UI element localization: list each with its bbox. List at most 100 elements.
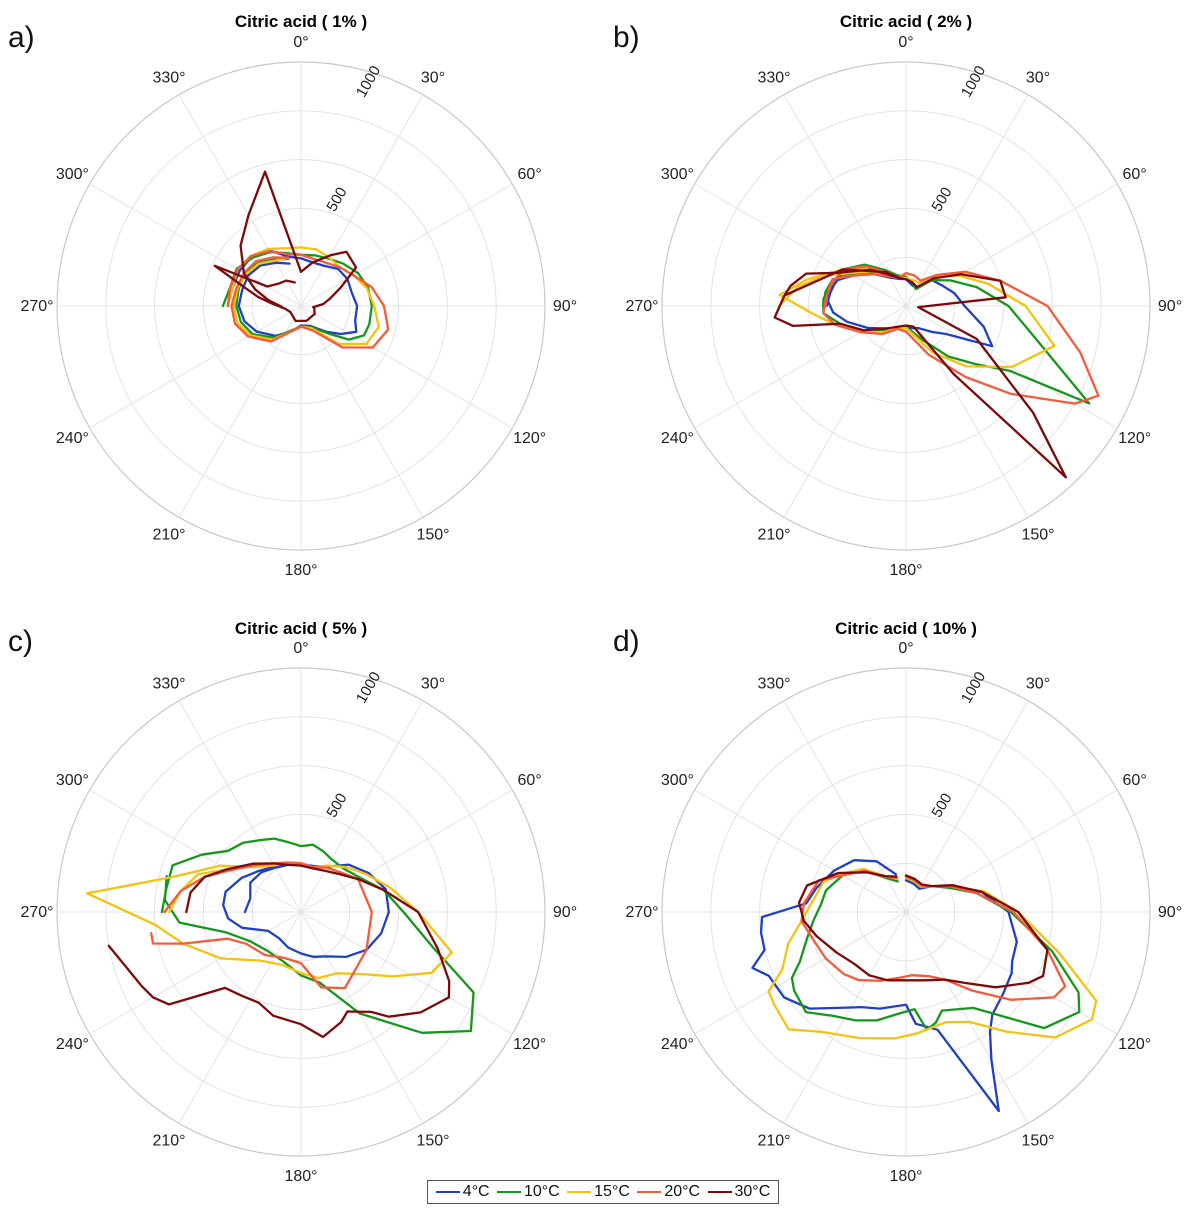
- angle-tick-label: 270°: [20, 904, 53, 921]
- polar-panel: 0° 30° 60° 90° 120° 150° 180° 210° 240° 270° 300° 3…: [613, 619, 1182, 1185]
- legend-label: 10°C: [523, 1183, 560, 1200]
- legend-swatch: [637, 1191, 662, 1193]
- angle-tick-label: 240°: [661, 430, 694, 447]
- angle-tick-label: 30°: [1026, 69, 1050, 86]
- legend-label: 30°C: [734, 1183, 771, 1200]
- legend-item: 15°C: [567, 1183, 630, 1201]
- grid-spoke: [694, 789, 907, 913]
- angle-tick-label: 180°: [284, 562, 317, 579]
- angle-tick-label: 330°: [757, 69, 790, 86]
- grid-spoke: [300, 183, 513, 307]
- angle-tick-label: 120°: [1118, 430, 1151, 447]
- panel-letter: d): [613, 625, 640, 658]
- legend: 4°C 10°C 15°C 20°C 30°C: [427, 1180, 779, 1204]
- angle-tick-label: 30°: [1026, 675, 1050, 692]
- grid-spoke: [89, 305, 302, 429]
- radial-tick-label: 500: [323, 184, 350, 214]
- angle-tick-label: 300°: [56, 166, 89, 183]
- angle-tick-label: 240°: [56, 430, 89, 447]
- angle-tick-label: 30°: [421, 69, 445, 86]
- series-line: [822, 265, 1100, 405]
- angle-tick-label: 0°: [293, 640, 308, 657]
- series-line: [85, 861, 453, 980]
- grid-spoke: [89, 183, 302, 307]
- angle-tick-label: 60°: [518, 166, 542, 183]
- angle-tick-label: 240°: [661, 1036, 694, 1053]
- angle-tick-label: 90°: [553, 298, 577, 315]
- angle-tick-label: 180°: [889, 562, 922, 579]
- angle-tick-label: 90°: [553, 904, 577, 921]
- polar-panel: 0° 30° 60° 90° 120° 150° 180° 210° 240° 270° 300° 3…: [8, 12, 577, 579]
- polar-panel: 0° 30° 60° 90° 120° 150° 180° 210° 240° 270° 300° 3…: [8, 619, 577, 1185]
- panel-title: Citric acid ( 1% ): [235, 12, 367, 31]
- angle-tick-label: 150°: [416, 527, 449, 544]
- radial-tick-label: 500: [928, 790, 955, 820]
- angle-tick-label: 120°: [513, 430, 546, 447]
- grid-spoke: [178, 94, 302, 307]
- angle-tick-label: 300°: [56, 772, 89, 789]
- angle-tick-label: 330°: [152, 675, 185, 692]
- grid-spoke: [694, 911, 907, 1035]
- grid-spoke: [300, 94, 424, 307]
- panel-letter: c): [8, 625, 33, 658]
- panel-title: Citric acid ( 10% ): [835, 619, 977, 638]
- series-line: [797, 871, 1049, 989]
- angle-tick-label: 150°: [416, 1133, 449, 1150]
- angle-tick-label: 150°: [1021, 1133, 1054, 1150]
- angle-tick-label: 60°: [1123, 166, 1147, 183]
- grid-spoke: [300, 789, 513, 913]
- radial-tick-label: 500: [928, 184, 955, 214]
- angle-tick-label: 300°: [661, 772, 694, 789]
- angle-tick-label: 210°: [757, 527, 790, 544]
- angle-tick-label: 270°: [20, 298, 53, 315]
- grid-spoke: [694, 305, 907, 429]
- grid-spoke: [694, 183, 907, 307]
- series-line: [226, 246, 380, 346]
- angle-tick-label: 120°: [1118, 1036, 1151, 1053]
- angle-tick-label: 60°: [518, 772, 542, 789]
- angle-tick-label: 180°: [889, 1168, 922, 1185]
- panel-letter: a): [8, 21, 35, 54]
- grid-spoke: [300, 305, 513, 429]
- grid-spoke: [178, 700, 302, 913]
- legend-swatch: [567, 1191, 592, 1193]
- legend-item: 10°C: [496, 1183, 560, 1201]
- grid-spoke: [300, 700, 424, 913]
- legend-swatch: [707, 1191, 732, 1193]
- angle-tick-label: 270°: [625, 298, 658, 315]
- grid-spoke: [89, 911, 302, 1035]
- series-line: [800, 869, 1067, 1001]
- angle-tick-label: 330°: [757, 675, 790, 692]
- legend-label: 15°C: [594, 1183, 630, 1200]
- grid-spoke: [905, 789, 1118, 913]
- angle-tick-label: 90°: [1158, 904, 1182, 921]
- angle-tick-label: 300°: [661, 166, 694, 183]
- grid-spoke: [905, 700, 1029, 913]
- grid-spoke: [178, 305, 302, 518]
- legend-item: 20°C: [637, 1183, 700, 1201]
- grid-spoke: [89, 789, 302, 913]
- grid-spoke: [783, 700, 907, 913]
- angle-tick-label: 0°: [898, 640, 913, 657]
- grid-spoke: [905, 911, 1029, 1124]
- grid-spoke: [300, 911, 513, 1035]
- angle-tick-label: 90°: [1158, 298, 1182, 315]
- series-line: [226, 248, 359, 338]
- series-line: [226, 249, 390, 349]
- angle-tick-label: 30°: [421, 675, 445, 692]
- angle-tick-label: 210°: [757, 1133, 790, 1150]
- legend-label: 20°C: [664, 1183, 701, 1200]
- series-line: [213, 170, 358, 323]
- legend-label: 4°C: [462, 1183, 490, 1200]
- angle-tick-label: 180°: [284, 1168, 317, 1185]
- angle-tick-label: 240°: [56, 1036, 89, 1053]
- legend-item: 30°C: [707, 1183, 771, 1201]
- panel-letter: b): [613, 21, 640, 54]
- grid-spoke: [783, 305, 907, 518]
- angle-tick-label: 0°: [898, 34, 913, 51]
- angle-tick-label: 120°: [513, 1036, 546, 1053]
- legend-swatch: [496, 1191, 521, 1193]
- legend-swatch: [435, 1191, 460, 1193]
- angle-tick-label: 210°: [152, 527, 185, 544]
